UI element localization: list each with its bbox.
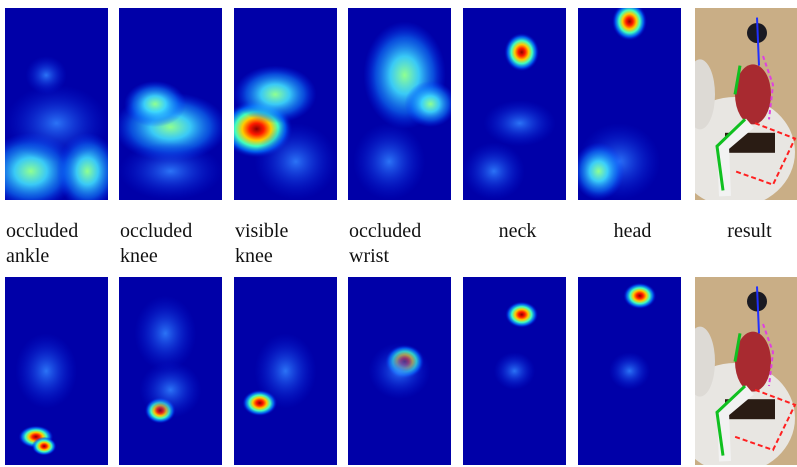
heat-blob bbox=[124, 81, 186, 127]
heat-blob bbox=[463, 142, 525, 200]
heat-blob bbox=[484, 100, 556, 146]
heat-blob bbox=[255, 333, 317, 408]
heatmap bbox=[234, 277, 337, 465]
result-image bbox=[675, 8, 797, 207]
heat-blob bbox=[505, 301, 538, 327]
caption: knee bbox=[235, 245, 273, 267]
heatmap bbox=[0, 8, 118, 210]
rider-body bbox=[735, 64, 771, 124]
heat-blob bbox=[134, 296, 196, 371]
horse-head bbox=[685, 327, 715, 397]
caption: head bbox=[614, 220, 652, 242]
heat-blob bbox=[612, 2, 647, 40]
heatmap bbox=[5, 277, 108, 465]
heat-blob bbox=[119, 142, 222, 200]
heatmap bbox=[221, 8, 337, 200]
heat-blob bbox=[32, 437, 57, 456]
heat-blob bbox=[573, 142, 625, 200]
heat-blob bbox=[353, 123, 425, 200]
horse-head bbox=[685, 59, 715, 129]
heatmap bbox=[463, 277, 566, 465]
heat-blob bbox=[26, 56, 67, 94]
caption: knee bbox=[120, 245, 158, 267]
caption: occluded bbox=[349, 220, 421, 242]
heatmap bbox=[119, 277, 222, 465]
heat-blob bbox=[504, 33, 539, 71]
heat-blob bbox=[15, 333, 77, 408]
heatmap bbox=[578, 277, 681, 465]
heat-blob bbox=[609, 352, 650, 390]
caption: visible bbox=[235, 220, 288, 242]
heat-blob bbox=[369, 343, 431, 399]
caption: occluded bbox=[6, 220, 78, 242]
heat-blob bbox=[623, 283, 656, 309]
heatmap bbox=[114, 8, 227, 200]
result-image bbox=[675, 277, 797, 467]
caption: wrist bbox=[349, 245, 389, 267]
caption: occluded bbox=[120, 220, 192, 242]
heat-blob bbox=[494, 352, 535, 390]
caption: result bbox=[727, 220, 772, 242]
heatmap bbox=[573, 2, 681, 200]
heat-blob bbox=[405, 81, 457, 127]
heat-blob bbox=[234, 66, 316, 124]
heatmap bbox=[348, 8, 456, 200]
caption: ankle bbox=[6, 245, 49, 267]
heatmap bbox=[348, 277, 451, 465]
caption: neck bbox=[499, 220, 537, 242]
heatmap bbox=[463, 8, 566, 200]
heat-blob bbox=[255, 123, 337, 200]
figure: occluded ankle occluded knee visible knee occl… bbox=[0, 0, 797, 467]
heat-blob bbox=[5, 85, 108, 162]
rider-body bbox=[735, 332, 771, 392]
